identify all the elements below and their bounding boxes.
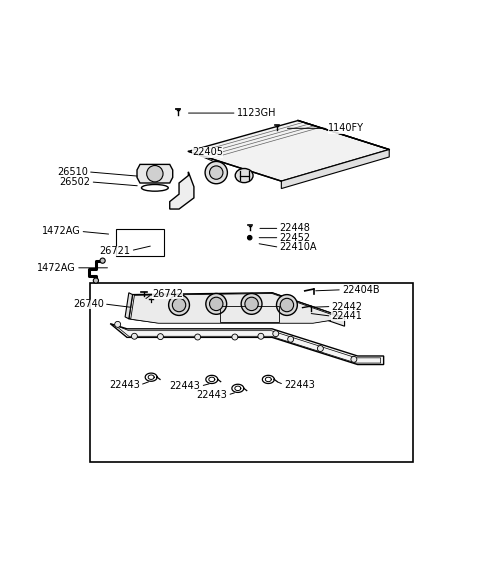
Circle shape — [206, 294, 227, 314]
Text: 22443: 22443 — [196, 390, 228, 400]
Text: 1123GH: 1123GH — [237, 108, 276, 118]
Circle shape — [132, 334, 137, 339]
Circle shape — [100, 258, 105, 263]
Text: 1472AG: 1472AG — [37, 263, 76, 273]
Circle shape — [232, 334, 238, 340]
Polygon shape — [170, 172, 194, 209]
Circle shape — [168, 294, 190, 316]
Polygon shape — [137, 164, 173, 183]
Text: 26502: 26502 — [60, 177, 91, 187]
Polygon shape — [129, 293, 345, 323]
Circle shape — [241, 294, 262, 314]
Text: 1140FY: 1140FY — [328, 123, 364, 133]
Polygon shape — [110, 324, 384, 365]
Polygon shape — [131, 294, 343, 323]
Circle shape — [351, 357, 357, 362]
Circle shape — [245, 297, 258, 310]
Bar — [220, 306, 279, 322]
Circle shape — [195, 334, 201, 340]
Text: 22410A: 22410A — [279, 242, 317, 252]
Bar — [90, 283, 413, 462]
Text: 26510: 26510 — [57, 167, 88, 177]
Text: 22443: 22443 — [170, 381, 201, 391]
Polygon shape — [188, 120, 389, 181]
Text: 22452: 22452 — [279, 233, 311, 242]
Circle shape — [317, 346, 324, 351]
Text: 26740: 26740 — [73, 299, 104, 309]
Circle shape — [276, 294, 297, 316]
Circle shape — [210, 297, 223, 310]
Circle shape — [288, 336, 294, 342]
Text: 22443: 22443 — [284, 380, 315, 389]
Circle shape — [172, 298, 186, 312]
Text: 1472AG: 1472AG — [42, 226, 81, 236]
Text: 22441: 22441 — [332, 311, 362, 321]
Circle shape — [248, 236, 252, 240]
Circle shape — [115, 321, 120, 327]
Text: 22404B: 22404B — [342, 285, 380, 295]
Circle shape — [93, 278, 98, 283]
Text: 26742: 26742 — [152, 289, 183, 299]
Circle shape — [258, 334, 264, 339]
Circle shape — [210, 166, 223, 179]
Text: 22405: 22405 — [192, 147, 223, 157]
Text: 22443: 22443 — [109, 380, 140, 390]
Circle shape — [147, 165, 163, 182]
Text: 26721: 26721 — [100, 246, 131, 256]
Text: 22442: 22442 — [332, 301, 362, 312]
Text: 22448: 22448 — [279, 223, 311, 233]
Polygon shape — [281, 150, 389, 188]
Bar — [116, 229, 164, 256]
Circle shape — [157, 334, 163, 340]
Circle shape — [273, 331, 279, 336]
Polygon shape — [125, 293, 132, 319]
Ellipse shape — [235, 169, 253, 183]
Circle shape — [280, 298, 294, 312]
Circle shape — [205, 161, 228, 184]
Polygon shape — [272, 293, 345, 326]
